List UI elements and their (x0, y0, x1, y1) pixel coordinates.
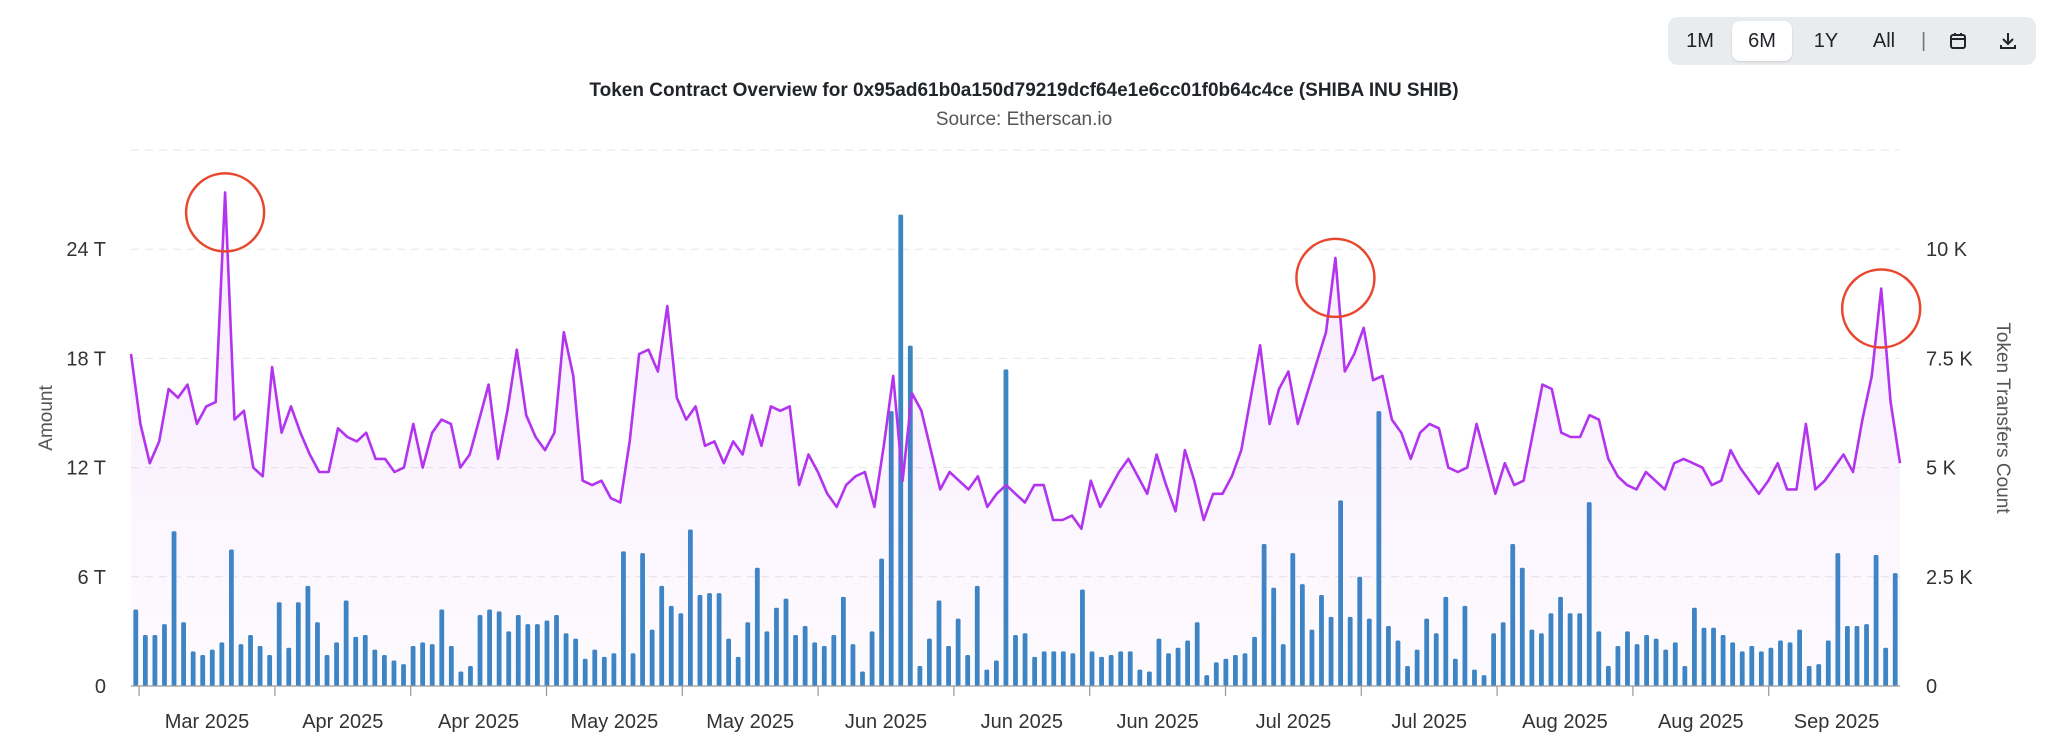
x-tick-label: Jun 2025 (1116, 711, 1198, 733)
transfers-line (129, 191, 1902, 531)
range-1m-button[interactable]: 1M (1686, 30, 1714, 52)
chart-title: Token Contract Overview for 0x95ad61b0a1… (589, 80, 1458, 101)
calendar-icon[interactable] (1944, 27, 1972, 55)
range-toolbar: 1M 6M 1Y All | (1668, 17, 2036, 65)
peak-highlight-circle (1840, 268, 1922, 349)
y-right-tick-label: 10 K (1926, 239, 1968, 261)
range-all-button[interactable]: All (1872, 30, 1896, 52)
transfers-line-layer (129, 191, 1902, 686)
axes: 0 6 T 12 T 18 T 24 T 0 2.5 K 5 K 7.5 K 10 K Mar 20… (66, 239, 1973, 733)
y-left-tick-label: 12 T (66, 458, 106, 480)
x-tick-label: Apr 2025 (302, 711, 383, 733)
range-1y-button[interactable]: 1Y (1813, 30, 1839, 52)
transfers-area (131, 192, 1900, 686)
x-tick-label: Jun 2025 (845, 711, 927, 733)
y-left-tick-label: 6 T (77, 567, 106, 589)
x-tick-label: May 2025 (570, 711, 658, 733)
peak-highlight-circle (184, 172, 266, 253)
x-tick-label: Mar 2025 (165, 711, 250, 733)
x-tick-label: Aug 2025 (1658, 711, 1744, 733)
x-tick-label: May 2025 (706, 711, 794, 733)
y-right-tick-label: 7.5 K (1926, 348, 1973, 370)
y-left-tick-label: 18 T (66, 348, 106, 370)
y-left-tick-label: 0 (95, 676, 106, 698)
peak-highlights (184, 172, 1922, 349)
x-tick-label: Jul 2025 (1391, 711, 1467, 733)
y-right-tick-label: 5 K (1926, 458, 1957, 480)
y-axis-right-label: Token Transfers Count (1992, 322, 2013, 514)
x-tick-label: Aug 2025 (1522, 711, 1608, 733)
range-6m-button[interactable]: 6M (1732, 21, 1792, 61)
x-tick-label: Jul 2025 (1256, 711, 1332, 733)
y-left-tick-label: 24 T (66, 239, 106, 261)
chart-subtitle: Source: Etherscan.io (936, 109, 1112, 130)
toolbar-separator: | (1921, 30, 1927, 52)
y-right-tick-label: 0 (1926, 676, 1937, 698)
peak-highlight-circle (1295, 237, 1376, 319)
x-tick-label: Sep 2025 (1794, 711, 1880, 733)
download-icon[interactable] (1994, 27, 2022, 55)
x-tick-label: Apr 2025 (438, 711, 519, 733)
y-axis-left-label: Amount (36, 385, 57, 451)
y-right-tick-label: 2.5 K (1926, 567, 1973, 589)
x-tick-label: Jun 2025 (981, 711, 1063, 733)
